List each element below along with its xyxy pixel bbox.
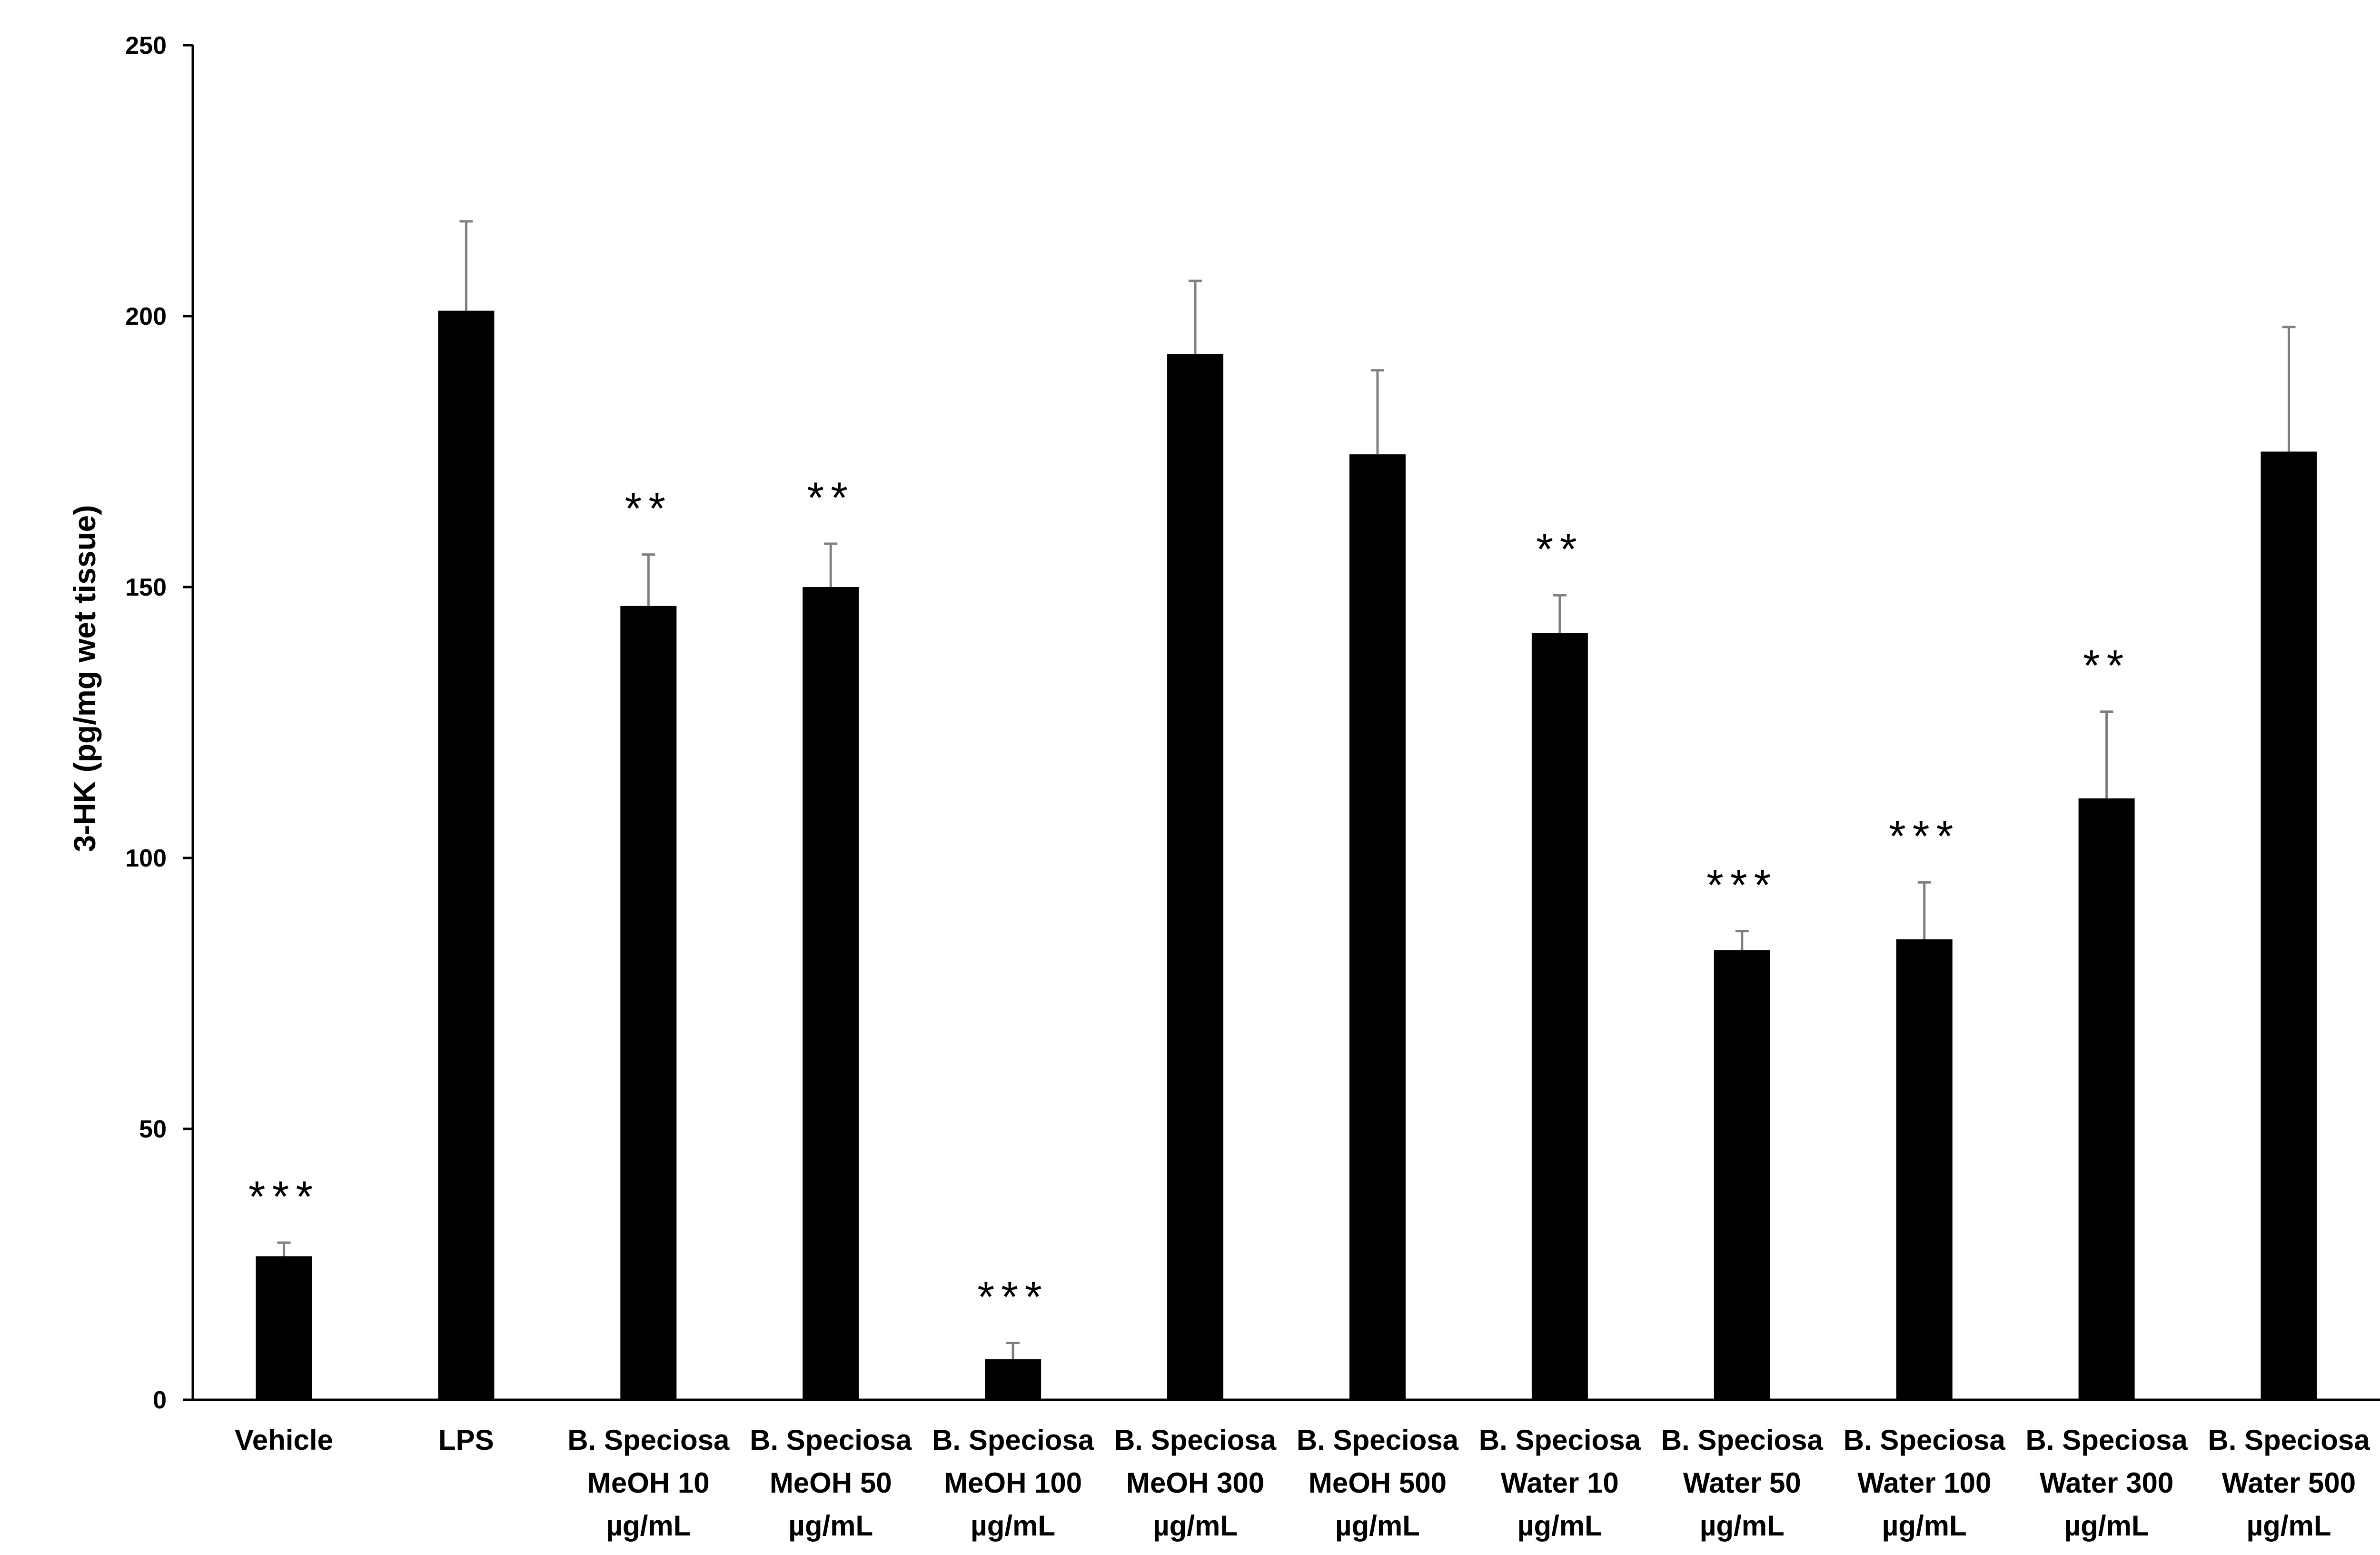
- significance-label: **: [807, 474, 854, 522]
- x-tick-label-line: µg/mL: [971, 1510, 1055, 1542]
- bar: [1896, 939, 1953, 1400]
- x-tick-label: B. Speciosa MeOH 50 µg/mL: [750, 1424, 912, 1542]
- x-tick-label-line: µg/mL: [1335, 1510, 1420, 1542]
- significance-label: **: [1536, 525, 1584, 574]
- x-tick-label-line: MeOH 300: [1126, 1467, 1264, 1499]
- significance-label: ***: [248, 1173, 319, 1221]
- bar: [2261, 451, 2317, 1400]
- bar: [1349, 454, 1406, 1400]
- bar: [256, 1256, 312, 1400]
- bar: [2078, 798, 2135, 1400]
- significance-label: ***: [977, 1273, 1048, 1322]
- x-tick-label-line: B. Speciosa: [1479, 1424, 1641, 1456]
- x-tick-label-line: B. Speciosa: [1297, 1424, 1459, 1456]
- x-tick-label-line: B. Speciosa: [932, 1424, 1094, 1456]
- x-tick-label-line: µg/mL: [1700, 1510, 1785, 1542]
- x-tick-label-line: B. Speciosa: [2026, 1424, 2188, 1456]
- significance-label: ***: [1706, 861, 1777, 910]
- x-tick-label-line: B. Speciosa: [2208, 1424, 2370, 1456]
- x-tick-label-line: B. Speciosa: [1114, 1424, 1277, 1456]
- x-tick-label-line: B. Speciosa: [750, 1424, 912, 1456]
- bars: [256, 220, 2317, 1400]
- bar: [1531, 633, 1588, 1400]
- significance-label: ***: [1889, 812, 1960, 861]
- y-tick-label: 250: [125, 32, 167, 60]
- x-tick-label-line: µg/mL: [1517, 1510, 1602, 1542]
- x-tick-label: B. Speciosa Water 10 µg/mL: [1479, 1424, 1641, 1542]
- x-tick-label: B. Speciosa MeOH 300 µg/mL: [1114, 1424, 1277, 1542]
- y-tick-label: 100: [125, 845, 167, 872]
- x-tick-label-line: LPS: [438, 1424, 494, 1456]
- x-tick-label-line: MeOH 10: [587, 1467, 710, 1499]
- x-tick-label: B. Speciosa MeOH 500 µg/mL: [1297, 1424, 1459, 1542]
- bar: [1714, 950, 1770, 1400]
- x-tick-label-line: B. Speciosa: [1661, 1424, 1824, 1456]
- x-tick-label: B. Speciosa MeOH 10 µg/mL: [567, 1424, 730, 1542]
- y-tick-label: 200: [125, 303, 167, 330]
- x-tick-label-line: Vehicle: [235, 1424, 333, 1456]
- x-tick-label-line: µg/mL: [1882, 1510, 1967, 1542]
- x-tick-label: B. Speciosa Water 300 µg/mL: [2026, 1424, 2188, 1542]
- bar: [985, 1359, 1041, 1400]
- x-tick-label-line: µg/mL: [2247, 1510, 2331, 1542]
- x-tick-label-line: µg/mL: [788, 1510, 873, 1542]
- labels: *** Vehicle LPS ** B. Speciosa MeOH 10 µg/mL **…: [235, 474, 2370, 1542]
- bar: [1167, 354, 1224, 1400]
- x-tick-label: B. Speciosa Water 50 µg/mL: [1661, 1424, 1824, 1542]
- y-tick-label: 0: [153, 1386, 167, 1414]
- y-tick-label: 50: [139, 1116, 167, 1143]
- significance-label: **: [625, 485, 672, 533]
- axes: 0 50 100 150 200 250: [125, 32, 2380, 1414]
- bar: [438, 310, 495, 1400]
- x-tick-label-line: µg/mL: [606, 1510, 691, 1542]
- y-tick-label: 150: [125, 574, 167, 601]
- bar: [803, 587, 859, 1400]
- x-tick-label-line: MeOH 50: [770, 1467, 892, 1499]
- x-tick-label-line: Water 300: [2040, 1467, 2173, 1499]
- x-tick-label-line: Water 10: [1501, 1467, 1619, 1499]
- y-axis-label: 3-HK (pg/mg wet tissue): [68, 505, 102, 852]
- x-tick-label-line: Water 500: [2222, 1467, 2356, 1499]
- x-tick-label: B. Speciosa Water 500 µg/mL: [2208, 1424, 2370, 1542]
- x-tick-label: B. Speciosa Water 100 µg/mL: [1844, 1424, 2006, 1542]
- x-tick-label-line: B. Speciosa: [567, 1424, 730, 1456]
- x-tick-label-line: µg/mL: [1153, 1510, 1238, 1542]
- x-tick-label: Vehicle: [235, 1424, 333, 1456]
- x-tick-label-line: Water 50: [1683, 1467, 1801, 1499]
- x-tick-label: B. Speciosa MeOH 100 µg/mL: [932, 1424, 1094, 1542]
- x-tick-label-line: µg/mL: [2064, 1510, 2149, 1542]
- x-tick-label-line: MeOH 100: [944, 1467, 1082, 1499]
- x-tick-label-line: B. Speciosa: [1844, 1424, 2006, 1456]
- x-tick-label-line: Water 100: [1857, 1467, 1991, 1499]
- bar: [620, 606, 677, 1400]
- x-tick-label-line: MeOH 500: [1309, 1467, 1447, 1499]
- significance-label: **: [2083, 642, 2131, 690]
- x-tick-label: LPS: [438, 1424, 494, 1456]
